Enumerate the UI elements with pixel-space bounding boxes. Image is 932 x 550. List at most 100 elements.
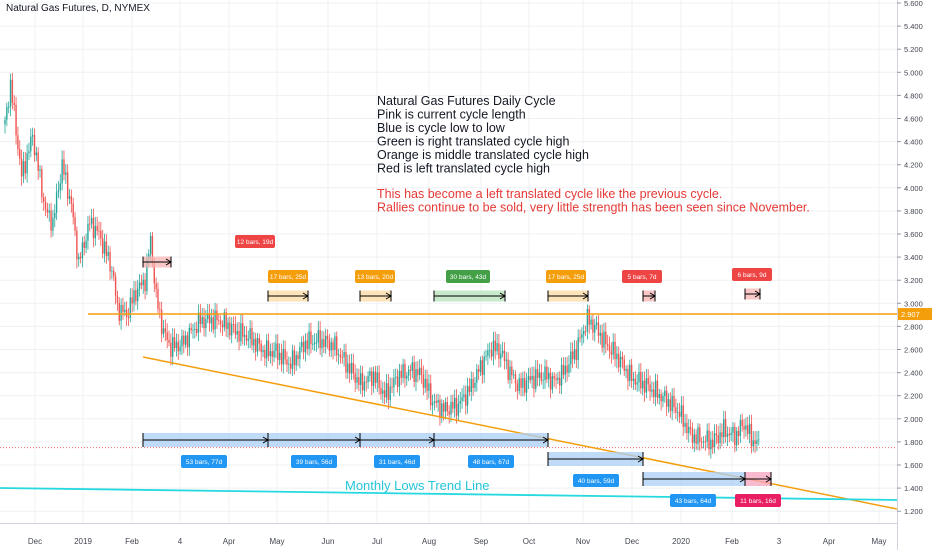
candle-body xyxy=(527,376,530,381)
candle-body xyxy=(618,353,620,368)
candle-body xyxy=(452,401,454,409)
candle-body xyxy=(500,353,502,359)
candle-body xyxy=(98,230,100,232)
candle-body xyxy=(236,330,238,335)
candle-body xyxy=(37,152,39,171)
candle-body xyxy=(210,317,213,324)
candle-body xyxy=(90,217,93,224)
candle-body xyxy=(630,364,633,381)
candle-body xyxy=(101,238,104,254)
cycle-high-range-label-bg xyxy=(446,270,490,283)
cycle-low-range-label: 48 bars, 67d xyxy=(473,459,510,466)
candle-body xyxy=(26,153,28,174)
candle-body xyxy=(374,371,377,383)
candle-body xyxy=(417,369,419,376)
candle-body xyxy=(393,377,395,388)
current-cycle-range-arrow xyxy=(765,475,772,483)
time-tick-label: Apr xyxy=(223,537,236,546)
candle-body xyxy=(665,390,668,407)
candle-body xyxy=(398,370,401,387)
cycle-high-range-label: 13 bars, 20d xyxy=(357,274,394,281)
candle-body xyxy=(230,324,233,336)
cycle-low-range-label-bg xyxy=(468,455,514,468)
candle-body xyxy=(144,279,146,292)
candle-body xyxy=(573,349,576,360)
candle-body xyxy=(254,338,257,352)
candle-body xyxy=(505,359,507,361)
candle-body xyxy=(223,312,226,328)
candle-body xyxy=(345,352,347,373)
annotation-line: Orange is middle translated cycle high xyxy=(377,148,589,162)
candle-body xyxy=(660,393,662,402)
candle-body xyxy=(330,342,332,351)
candle-body xyxy=(160,309,163,334)
candle-body xyxy=(369,371,371,376)
time-tick-label: Dec xyxy=(28,537,42,546)
candle-body xyxy=(135,290,137,302)
cycle-low-range-label-bg xyxy=(181,455,227,468)
candle-body xyxy=(680,405,683,417)
candle-body xyxy=(15,104,17,136)
candle-body xyxy=(439,399,441,419)
candle-body xyxy=(22,161,25,177)
candle-body xyxy=(664,390,666,396)
trend-line-label: Monthly Lows Trend Line xyxy=(345,478,490,493)
candle-body xyxy=(472,378,474,388)
price-tick-label: 2.600 xyxy=(904,346,923,355)
candle-body xyxy=(304,340,307,353)
candle-body xyxy=(514,374,517,384)
candle-body xyxy=(72,203,74,218)
candle-body xyxy=(122,304,124,312)
candle-body xyxy=(634,378,637,385)
time-tick-label: Feb xyxy=(725,537,739,546)
candle-body xyxy=(678,412,681,417)
candle-body xyxy=(28,151,30,154)
candle-body xyxy=(336,336,338,356)
candle-body xyxy=(113,270,115,277)
cycle-low-range-label-bg xyxy=(670,494,716,507)
price-tick-label: 4.400 xyxy=(904,138,923,147)
candle-body xyxy=(584,331,587,332)
price-tick-label: 1.800 xyxy=(904,438,923,447)
cycle-low-range-arrow xyxy=(637,455,644,463)
candle-body xyxy=(293,350,296,366)
time-tick-label: 3 xyxy=(777,537,782,546)
candle-body xyxy=(553,376,555,379)
candle-body xyxy=(524,378,526,393)
candle-body xyxy=(641,380,644,389)
cycle-high-range-label: 17 bars, 25d xyxy=(270,274,307,281)
candle-body xyxy=(689,426,692,430)
candle-body xyxy=(656,380,659,398)
candle-body xyxy=(140,282,143,286)
candle-body xyxy=(453,397,456,409)
candle-body xyxy=(481,360,484,375)
candle-body xyxy=(378,372,380,389)
candle-body xyxy=(544,366,546,381)
candle-body xyxy=(365,381,367,383)
candle-body xyxy=(704,441,707,443)
candle-body xyxy=(627,368,629,382)
candle-body xyxy=(708,430,710,450)
candle-body xyxy=(70,196,73,204)
candle-body xyxy=(653,389,655,397)
cycle-high-range-arrow xyxy=(165,258,172,266)
candle-body xyxy=(570,351,572,365)
candle-body xyxy=(540,372,543,381)
candle-body xyxy=(476,369,478,383)
candle-body xyxy=(571,351,574,360)
annotation-line: Green is right translated cycle high xyxy=(377,135,570,149)
candle-body xyxy=(50,210,52,231)
candle-body xyxy=(6,106,8,120)
time-tick-label: Sep xyxy=(474,537,489,546)
price-tick-label: 5.000 xyxy=(904,68,923,77)
candle-body xyxy=(465,394,467,406)
candle-body xyxy=(413,362,415,382)
candle-body xyxy=(636,382,638,385)
candle-body xyxy=(610,351,613,355)
candle-body xyxy=(700,441,703,443)
candle-body xyxy=(249,328,251,340)
candle-body xyxy=(697,427,699,444)
candle-body xyxy=(562,364,565,375)
time-tick-label: Nov xyxy=(576,537,590,546)
